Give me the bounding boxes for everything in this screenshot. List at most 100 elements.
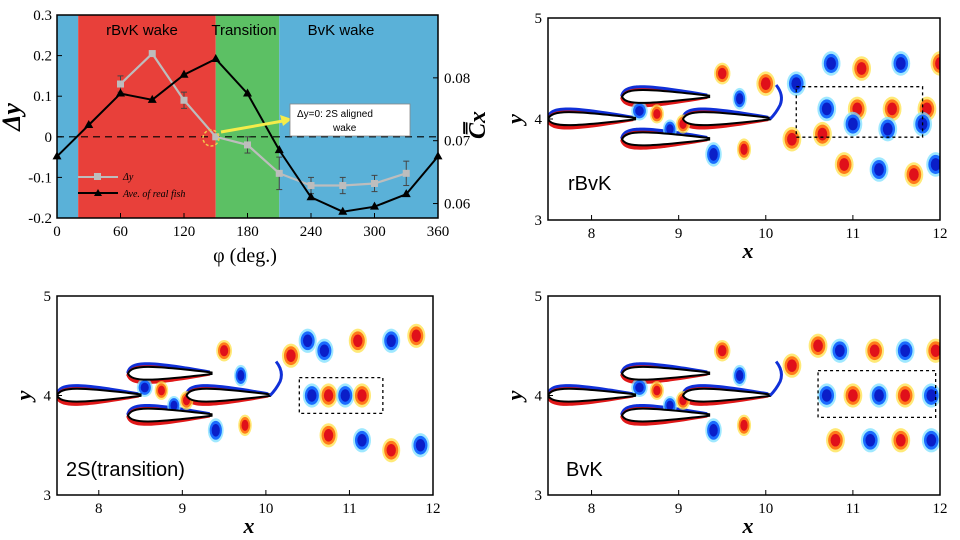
vortex-positive <box>713 62 731 85</box>
chart-panel-a: 0 60 120 180 240 300 360 -0.2 -0.1 0 0.1 0.2 0.3 0.06… <box>0 8 491 267</box>
x-tick-label: 12 <box>933 226 948 242</box>
x-axis-label: x <box>742 238 754 263</box>
x-axis-label: φ (deg.) <box>213 245 277 267</box>
x-tick-label: 120 <box>173 224 196 240</box>
y-tick-label: 0.1 <box>33 89 52 105</box>
vortex-negative <box>298 328 317 353</box>
y-axis-label-right: C̿x <box>464 111 491 139</box>
panel-label: BvK <box>566 459 603 481</box>
vortex-positive <box>348 328 367 353</box>
x-tick-label: 10 <box>758 501 773 517</box>
x-tick-label: 9 <box>675 501 683 517</box>
vortex-negative <box>869 157 889 182</box>
x-tick-label: 12 <box>426 501 441 517</box>
vortex-positive <box>407 323 426 348</box>
region-band-1 <box>215 15 280 218</box>
fish-body <box>620 365 711 381</box>
y-axis-label: y <box>11 390 36 403</box>
y-tick-label: -0.2 <box>28 211 52 227</box>
annotation-text-2: wake <box>332 123 357 134</box>
point-real-fish <box>84 119 94 128</box>
vortex-positive <box>238 414 252 437</box>
annotation-arrow-head <box>280 115 292 126</box>
trailing-vortex-sheet <box>769 360 783 397</box>
highlight-box <box>795 86 924 138</box>
vortex-field <box>57 323 430 463</box>
x-tick-label: 0 <box>53 224 61 240</box>
vortex-negative <box>234 364 248 387</box>
flow-panel-rbvk: 8 9 10 11 12 3 4 5 x y rBvK <box>502 11 948 263</box>
vortex-negative <box>869 383 889 408</box>
y-tick-label: 5 <box>44 289 52 305</box>
x-tick-label: 60 <box>113 224 128 240</box>
vortex-positive <box>904 162 924 187</box>
point-real-fish <box>401 189 411 198</box>
y-tick-label: 0 <box>45 130 53 146</box>
region-band-0 <box>78 15 216 218</box>
legend-label-delta-y: Δy <box>122 172 134 183</box>
trailing-vortex-sheet <box>268 360 283 397</box>
vortex-negative <box>207 418 224 443</box>
highlight-circle <box>202 129 220 147</box>
vortex-positive <box>926 338 940 363</box>
point-real-fish <box>306 192 316 201</box>
x-tick-label: 10 <box>758 226 773 242</box>
vortex-positive <box>826 428 845 453</box>
y-tick-label: 5 <box>535 11 543 27</box>
vortex-negative <box>878 116 898 142</box>
vortex-negative <box>631 101 648 121</box>
region-label-transition: Transition <box>211 22 276 39</box>
vortex-positive <box>352 383 372 408</box>
flow-panel-2s: 8 9 10 11 12 3 4 5 x y 2S(transition) <box>11 289 441 538</box>
vortex-positive <box>756 71 776 96</box>
x-tick-label: 300 <box>363 224 386 240</box>
y-tick-label: 3 <box>535 488 543 504</box>
annotation-text-1: Δy=0: 2S aligned <box>297 109 373 120</box>
vortex-negative <box>136 378 153 397</box>
highlight-box <box>817 369 937 419</box>
vortex-negative <box>382 328 401 353</box>
vortex-negative <box>891 51 911 76</box>
x-tick-label: 8 <box>588 501 596 517</box>
trailing-vortex-sheet <box>769 84 783 121</box>
region-label-rbvk: rBvK wake <box>106 22 178 39</box>
side-band <box>57 15 79 218</box>
vortex-negative <box>315 338 334 363</box>
vortex-positive <box>281 343 300 368</box>
x-tick-label: 180 <box>236 224 259 240</box>
vortex-positive <box>895 383 915 408</box>
vortex-positive <box>865 338 885 363</box>
x-axis-label: x <box>243 513 255 538</box>
vortex-negative <box>921 383 940 408</box>
point-real-fish <box>211 53 221 62</box>
panel-label: rBvK <box>568 173 612 195</box>
legend-marker-gray <box>94 173 101 180</box>
point-real-fish <box>338 206 348 215</box>
vortex-field <box>548 333 940 453</box>
vortex-positive <box>834 152 854 177</box>
legend-label-real-fish: Ave. of real fish <box>122 189 185 200</box>
point-delta-y <box>212 133 220 141</box>
fish-body <box>620 407 711 423</box>
legend-marker-black <box>94 189 102 196</box>
vortex-positive <box>852 56 872 81</box>
vortex-negative <box>786 71 806 96</box>
x-tick-label: 11 <box>846 226 860 242</box>
vortex-negative <box>821 51 841 76</box>
vortex-positive <box>382 438 401 463</box>
vortex-positive <box>649 381 664 400</box>
vortex-negative <box>352 428 372 453</box>
x-tick-label: 12 <box>933 501 948 517</box>
vortex-positive <box>782 126 802 152</box>
region-label-bvk: BvK wake <box>308 22 375 39</box>
point-delta-y <box>117 80 124 88</box>
vortex-negative <box>817 96 837 122</box>
x-tick-label: 8 <box>95 501 103 517</box>
vortex-negative <box>895 338 915 363</box>
vortex-negative <box>705 142 722 167</box>
vortex-negative <box>830 338 850 363</box>
vortex-positive <box>154 381 169 400</box>
vortex-negative <box>631 378 648 397</box>
y-tick-label: 4 <box>535 389 543 405</box>
